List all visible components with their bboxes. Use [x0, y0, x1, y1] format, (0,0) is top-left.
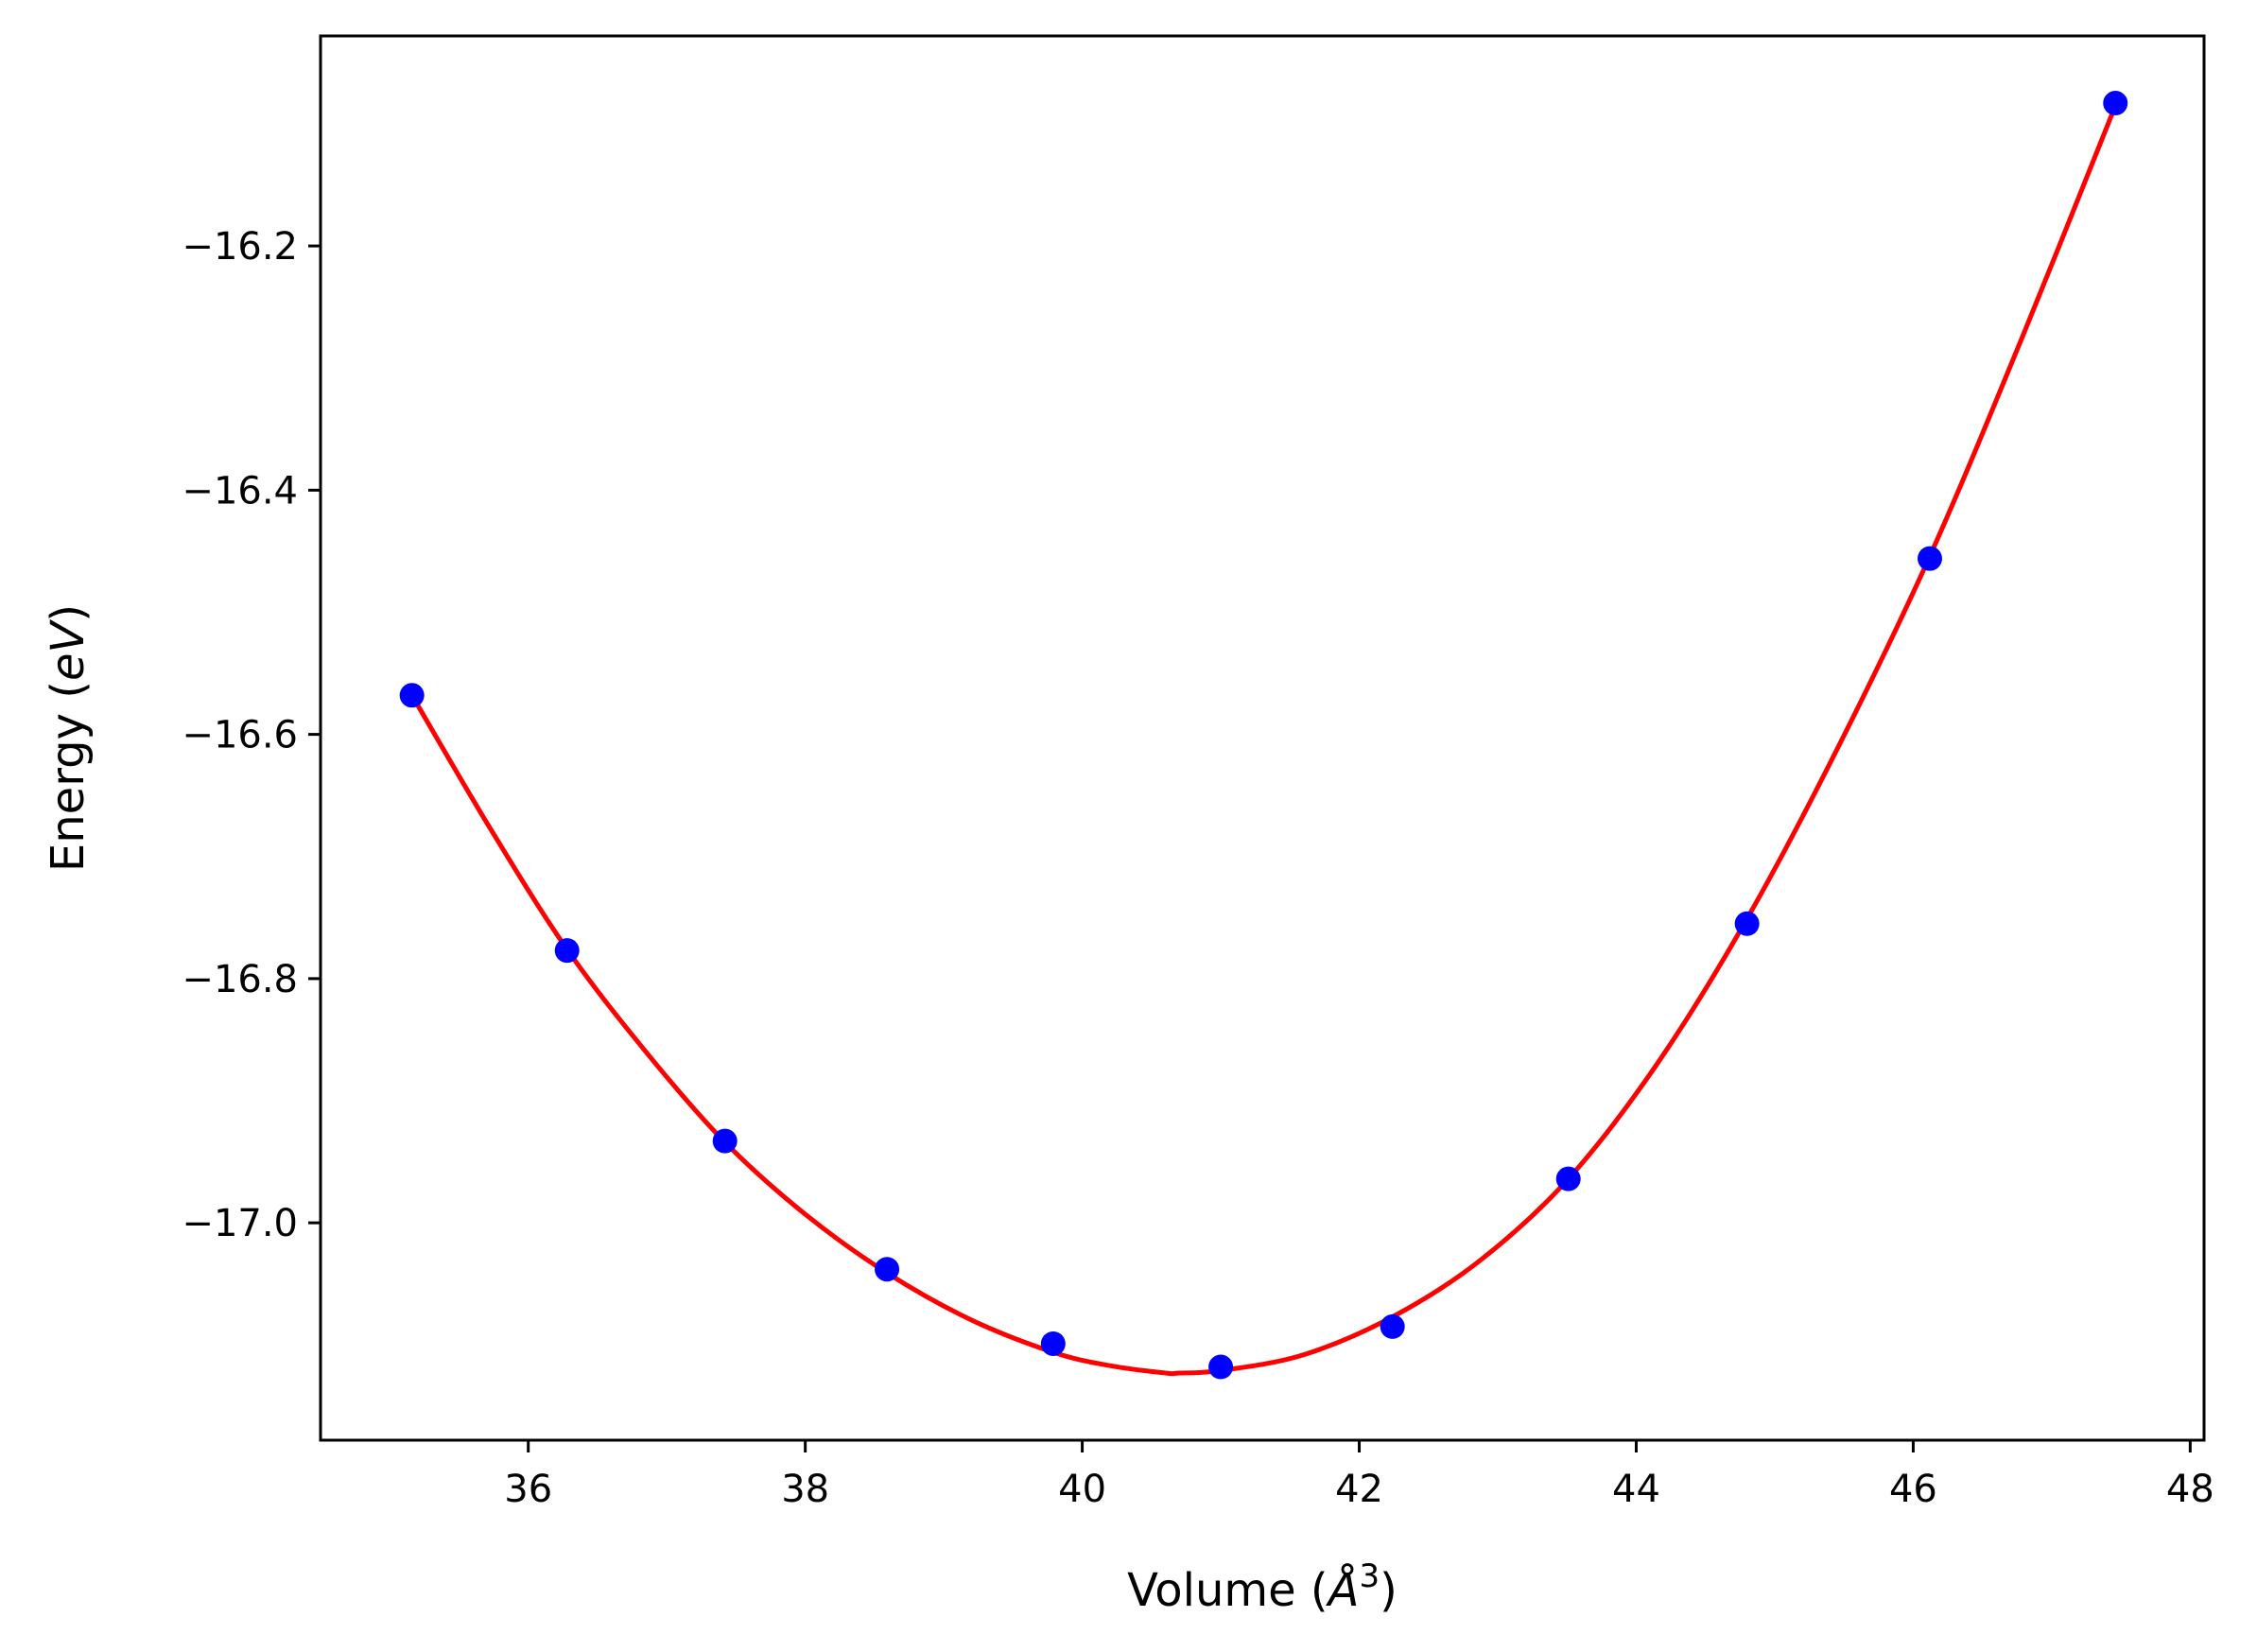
- y-tick-label: −16.6: [182, 714, 298, 757]
- x-tick-label: 42: [1335, 1468, 1383, 1511]
- data-point: [1917, 546, 1942, 571]
- y-axis-label: Energy (eV): [42, 604, 95, 872]
- ticks-layer: 36 38 40 42 44 46 48 −16.2 −16.4 −16.6 −16.8 −17.0: [182, 225, 2214, 1511]
- y-tick-label: −16.4: [182, 469, 298, 513]
- y-tick-label: −17.0: [182, 1202, 298, 1245]
- data-point: [554, 938, 580, 964]
- data-point: [712, 1128, 738, 1154]
- data-point: [1555, 1166, 1581, 1191]
- x-tick-label: 36: [504, 1468, 552, 1511]
- x-tick-label: 40: [1058, 1468, 1106, 1511]
- x-tick-label: 46: [1889, 1468, 1937, 1511]
- points-layer: [399, 91, 2128, 1380]
- data-point: [1208, 1354, 1234, 1380]
- x-tick-label: 44: [1612, 1468, 1660, 1511]
- data-point: [1734, 911, 1760, 936]
- x-axis-label: Volume (Å3): [1127, 1557, 1398, 1617]
- data-point: [1380, 1313, 1405, 1339]
- data-point: [2103, 91, 2128, 116]
- data-point: [399, 683, 425, 708]
- x-tick-label: 48: [2166, 1468, 2214, 1511]
- data-point: [875, 1257, 900, 1282]
- data-point: [1040, 1330, 1066, 1356]
- y-tick-label: −16.8: [182, 958, 298, 1001]
- plot-frame: [319, 34, 2206, 1442]
- x-tick-label: 38: [781, 1468, 829, 1511]
- y-tick-label: −16.2: [182, 225, 298, 269]
